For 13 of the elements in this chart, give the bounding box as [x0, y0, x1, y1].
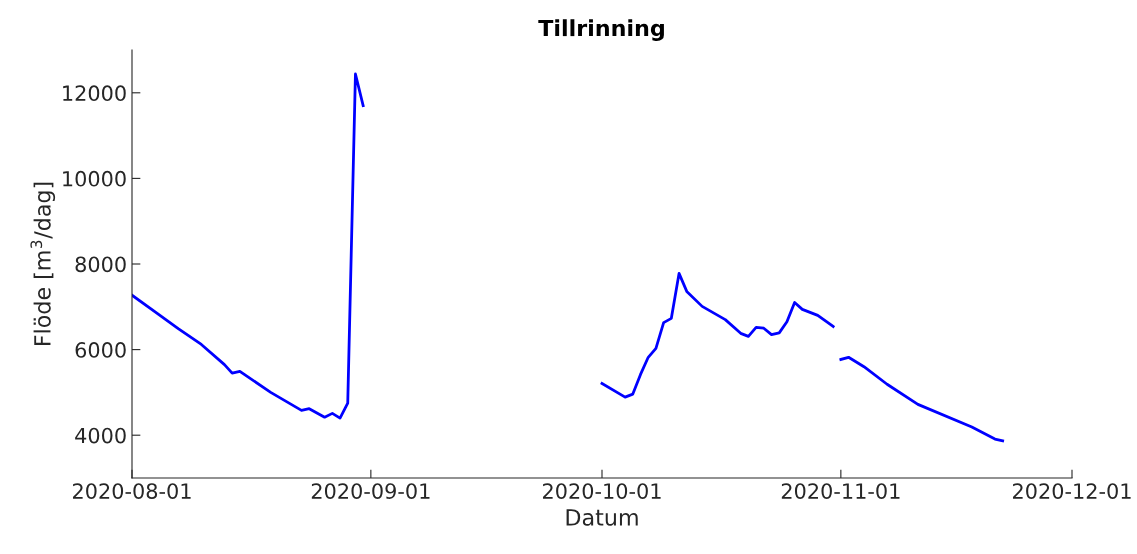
x-tick-label: 2020-11-01 [781, 483, 900, 499]
y-tick-label: 12000 [63, 85, 126, 102]
x-tick-label: 2020-12-01 [1012, 483, 1131, 499]
x-tick-label: 2020-10-01 [542, 483, 661, 499]
y-tick-label: 10000 [63, 170, 126, 187]
y-tick-label: 4000 [75, 427, 126, 444]
x-axis-title: Datum [566, 509, 638, 526]
y-tick-label: 8000 [75, 256, 126, 273]
y-tick-label: 6000 [75, 342, 126, 358]
x-tick-label: 2020-09-01 [311, 483, 430, 499]
chart-title: Tillrinning [538, 19, 664, 41]
y-axis-title: Flöde [m$^{3}$/dag] [30, 182, 56, 346]
x-tick-label: 2020-08-01 [72, 483, 191, 499]
